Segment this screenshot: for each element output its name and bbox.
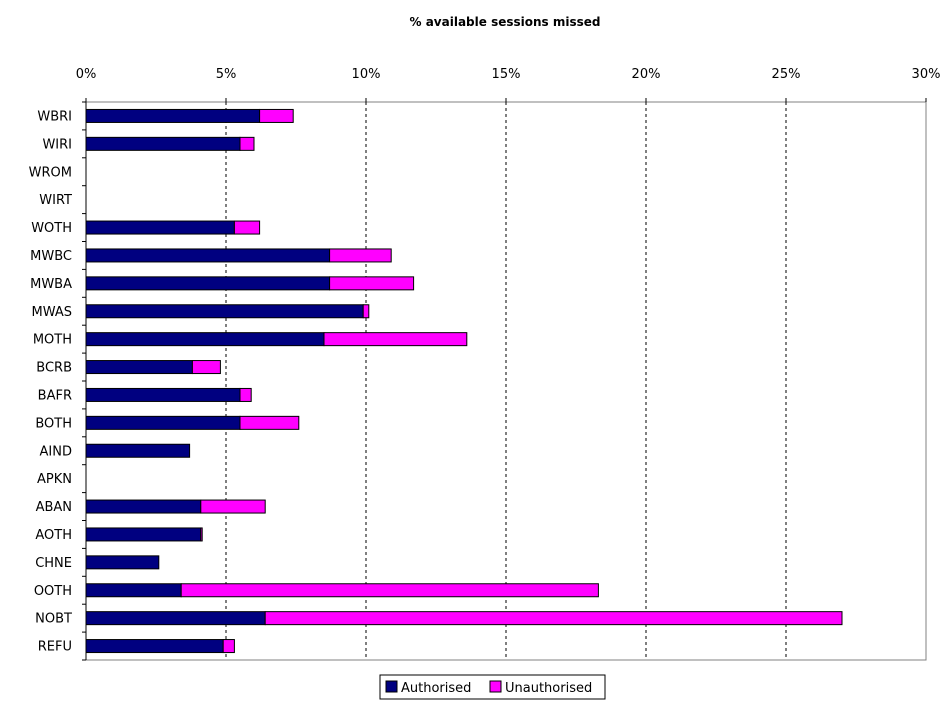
- bar-unauthorised-wbri: [259, 108, 294, 123]
- bar-authorised-ooth: [85, 583, 182, 598]
- category-label-bcrb: BCRB: [36, 361, 72, 376]
- category-label-aoth: AOTH: [35, 528, 72, 543]
- legend-swatch-unauthorised: [489, 680, 502, 693]
- bar-authorised-bafr: [85, 387, 241, 402]
- bar-authorised-refu: [85, 639, 224, 654]
- category-label-wirt: WIRT: [39, 193, 72, 208]
- bar-authorised-bcrb: [85, 360, 193, 375]
- x-tick-label: 10%: [352, 67, 381, 82]
- bar-authorised-nobt: [85, 611, 266, 626]
- bar-authorised-woth: [85, 220, 235, 235]
- category-label-apkn: APKN: [37, 472, 72, 487]
- x-axis: 0% 5% 10% 15% 20% 25% 30%: [76, 67, 941, 102]
- bar-authorised-both: [85, 415, 241, 430]
- x-tick-label: 15%: [492, 67, 521, 82]
- y-axis: WBRI WIRI WROM WIRT WOTH MWBC MWBA MWAS MOTH BCRB…: [29, 101, 86, 661]
- bar-authorised-aind: [85, 443, 191, 458]
- bar-unauthorised-woth: [233, 220, 261, 235]
- bar-unauthorised-mwba: [329, 276, 415, 291]
- category-label-refu: REFU: [38, 640, 72, 655]
- bar-unauthorised-mwbc: [329, 248, 392, 263]
- category-label-mwas: MWAS: [31, 305, 72, 320]
- legend: Authorised Unauthorised: [379, 674, 606, 700]
- bar-authorised-aoth: [85, 527, 202, 542]
- category-label-wbri: WBRI: [37, 109, 72, 124]
- bar-authorised-wbri: [85, 108, 261, 123]
- x-tick-label: 5%: [216, 67, 237, 82]
- category-label-wiri: WIRI: [42, 137, 72, 152]
- bar-unauthorised-moth: [323, 332, 468, 347]
- x-tick-label: 0%: [76, 67, 97, 82]
- category-label-moth: MOTH: [33, 333, 72, 348]
- x-tick-label: 20%: [632, 67, 661, 82]
- legend-label-authorised: Authorised: [401, 681, 471, 696]
- bar-unauthorised-bcrb: [191, 360, 221, 375]
- category-label-mwba: MWBA: [30, 277, 72, 292]
- chart-title: % available sessions missed: [410, 15, 601, 29]
- bar-authorised-mwba: [85, 276, 331, 291]
- bar-unauthorised-ooth: [180, 583, 599, 598]
- x-tick-label: 30%: [912, 67, 941, 82]
- bar-unauthorised-both: [239, 415, 300, 430]
- bar-authorised-mwbc: [85, 248, 331, 263]
- bar-unauthorised-aban: [200, 499, 266, 514]
- category-label-nobt: NOBT: [35, 612, 72, 627]
- bar-unauthorised-nobt: [264, 611, 843, 626]
- bars: [85, 108, 843, 654]
- bar-unauthorised-refu: [222, 639, 235, 654]
- bar-unauthorised-bafr: [239, 387, 252, 402]
- bar-unauthorised-wiri: [239, 136, 255, 151]
- category-label-wrom: WROM: [29, 165, 72, 180]
- bar-authorised-aban: [85, 499, 202, 514]
- bar-unauthorised-aoth: [200, 527, 203, 542]
- category-label-both: BOTH: [35, 416, 72, 431]
- category-label-ooth: OOTH: [34, 584, 72, 599]
- legend-label-unauthorised: Unauthorised: [505, 681, 592, 696]
- legend-swatch-authorised: [385, 680, 398, 693]
- bar-authorised-mwas: [85, 304, 364, 319]
- category-label-woth: WOTH: [31, 221, 72, 236]
- category-label-bafr: BAFR: [38, 388, 72, 403]
- category-label-aind: AIND: [40, 444, 72, 459]
- category-label-mwbc: MWBC: [30, 249, 72, 264]
- x-tick-label: 25%: [772, 67, 801, 82]
- bar-authorised-wiri: [85, 136, 241, 151]
- bar-authorised-chne: [85, 555, 160, 570]
- bar-authorised-moth: [85, 332, 325, 347]
- category-label-chne: CHNE: [35, 556, 72, 571]
- category-label-aban: ABAN: [36, 500, 72, 515]
- bar-unauthorised-mwas: [362, 304, 370, 319]
